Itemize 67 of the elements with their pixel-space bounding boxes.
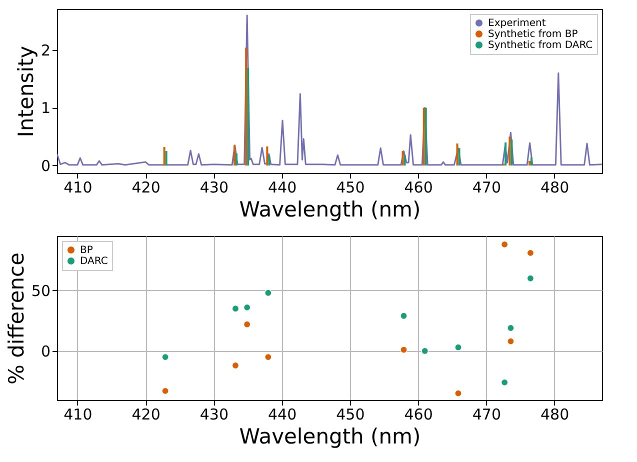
bar [266,146,268,166]
point [506,324,514,332]
line-series [57,14,602,166]
x-tick-label: 440 [268,406,297,424]
legend-label: DARC [80,256,108,267]
point [526,274,534,282]
x-tick-label: 470 [472,178,502,196]
y-tick-label: 2 [40,42,50,60]
x-tick-label: 460 [404,178,433,196]
bar [458,148,460,166]
bar [163,147,166,166]
point [264,289,272,297]
point [500,378,508,386]
x-tick-label: 460 [404,406,433,424]
x-axis-title: Wavelength (nm) [239,198,421,222]
bar [404,155,406,166]
x-tick-label: 410 [64,406,92,424]
point [243,320,251,328]
point [400,312,408,320]
bar [508,136,511,166]
legend-label: Synthetic from BP [488,29,578,40]
x-tick-label: 450 [336,178,365,196]
x-tick-label: 420 [132,406,160,424]
bar [233,145,236,166]
y-tick-label: 0 [40,342,50,360]
bar [402,151,404,166]
point [162,387,170,395]
point [400,346,408,354]
bar [165,151,168,166]
x-tick-label: 420 [132,178,160,196]
point [454,344,462,352]
x-axis-title: Wavelength (nm) [239,424,421,448]
point [526,249,534,257]
bar [504,142,507,166]
bar [510,140,513,166]
x-tick-label: 450 [336,406,365,424]
legend-label: Synthetic from DARC [488,40,593,51]
bar [530,157,532,166]
x-tick-label: 480 [540,178,570,196]
bar [268,156,270,166]
x-tick-label: 480 [540,406,570,424]
point [162,353,170,361]
bar [235,153,238,166]
x-tick-label: 440 [268,178,297,196]
point [506,338,514,346]
x-tick-label: 430 [200,406,229,424]
x-tick-label: 470 [472,406,502,424]
point [264,353,272,361]
point [500,240,508,248]
point [421,347,429,355]
point [243,304,251,312]
y-tick-label: 0 [40,156,50,175]
bar [245,48,248,166]
y-axis-title: Intensity [14,46,38,138]
bar [247,68,250,166]
point [232,304,240,312]
point [232,362,240,370]
x-tick-label: 410 [64,178,92,196]
legend-label: BP [80,245,93,256]
legend-label: Experiment [488,18,546,29]
point [454,390,462,398]
x-tick-label: 430 [200,178,229,196]
bar [456,144,458,166]
y-axis-title: % difference [4,252,28,385]
y-tick-label: 1 [40,99,50,118]
bar [528,160,530,166]
y-tick-label: 50 [31,282,50,300]
